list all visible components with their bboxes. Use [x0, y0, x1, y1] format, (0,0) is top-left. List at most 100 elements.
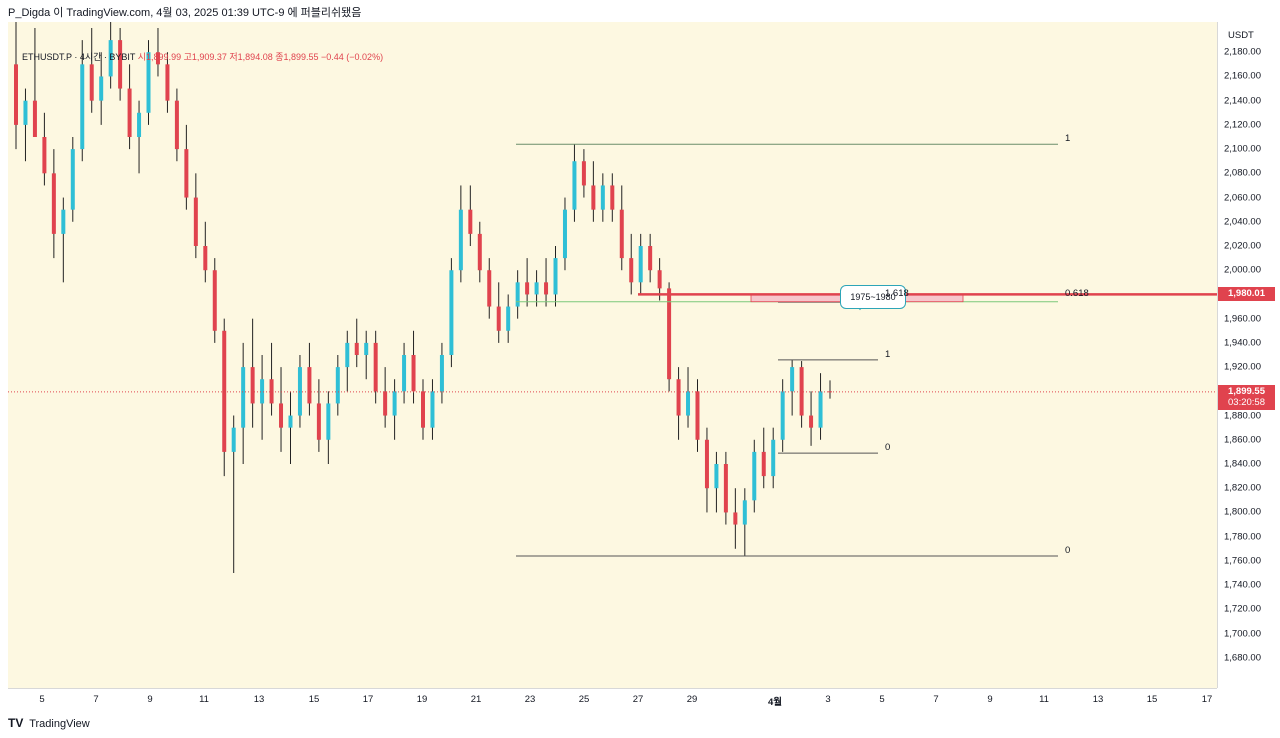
time-tick-label: 9: [987, 694, 993, 705]
candlestick-chart[interactable]: [8, 22, 1217, 688]
chart-area[interactable]: ETHUSDT.P · 4시간 · BYBIT 시1,899.99 고1,909…: [8, 22, 1217, 688]
candle-body: [799, 367, 804, 416]
candle-body: [667, 288, 672, 380]
candle-body: [695, 391, 700, 440]
candle-body: [250, 367, 255, 404]
candle-body: [818, 391, 823, 428]
candle-body: [562, 209, 567, 259]
candle-body: [23, 100, 28, 125]
fib-small-label-1: 1: [885, 348, 891, 360]
candle-body: [137, 112, 142, 137]
candle-body: [600, 185, 605, 210]
candle-body: [108, 40, 113, 77]
time-tick-label: 3: [825, 694, 831, 705]
candle-body: [155, 52, 160, 65]
candle-body: [345, 342, 350, 368]
currency-label: USDT: [1228, 30, 1254, 41]
price-tick-label: 2,140.00: [1224, 95, 1261, 107]
candle-body: [468, 209, 473, 234]
candle-body: [742, 500, 747, 525]
candle-body: [89, 64, 94, 101]
candle-body: [496, 306, 501, 331]
candle-body: [61, 209, 66, 234]
time-tick-label: 19: [416, 694, 428, 705]
fib-large-label-0618: 0.618: [1065, 287, 1089, 299]
price-tick-label: 2,020.00: [1224, 240, 1261, 252]
time-tick-label: 5: [879, 694, 885, 705]
candle-body: [515, 282, 520, 307]
footer-brand: TradingView: [29, 718, 90, 730]
candle-body: [193, 197, 198, 246]
time-tick-label: 11: [199, 694, 209, 705]
candle-body: [657, 270, 662, 289]
candle-body: [477, 233, 482, 271]
time-tick-label: 29: [686, 694, 698, 705]
time-tick-label: 11: [1039, 694, 1049, 705]
candle-body: [458, 209, 463, 271]
candle-body: [676, 379, 681, 416]
candle-body: [638, 246, 643, 283]
price-tick-label: 1,840.00: [1224, 458, 1261, 470]
candle-body: [572, 161, 577, 210]
candle-body: [610, 185, 615, 210]
candle-body: [165, 64, 170, 101]
candle-countdown: 03:20:58: [1228, 396, 1265, 408]
candle-body: [307, 367, 312, 404]
candle-body: [70, 149, 75, 210]
candle-body: [222, 330, 227, 452]
candle-body: [241, 367, 246, 428]
time-tick-label: 4월: [767, 697, 783, 708]
candle-body: [553, 258, 558, 295]
callout-box[interactable]: 1975~1980: [840, 285, 906, 309]
price-axis[interactable]: USDT 2,180.00 2,160.00 2,140.00 2,120.00 2,1…: [1217, 22, 1275, 688]
candle-body: [619, 209, 624, 259]
candle-body: [231, 427, 236, 452]
candle-body: [686, 391, 691, 416]
time-tick-label: 15: [1146, 694, 1158, 705]
price-tick-label: 2,040.00: [1224, 216, 1261, 228]
candle-body: [99, 76, 104, 101]
time-tick-label: 15: [308, 694, 320, 705]
time-tick-label: 17: [1201, 694, 1213, 705]
fib-large-label-1: 1: [1065, 133, 1071, 145]
price-tick-label: 1,780.00: [1224, 531, 1261, 543]
price-tick-label: 1,960.00: [1224, 313, 1261, 325]
candle-body: [288, 415, 293, 428]
candle-body: [780, 391, 785, 440]
price-tick-label: 1,760.00: [1224, 555, 1261, 567]
publish-header: P_Digda 이 TradingView.com, 4월 03, 2025 0…: [0, 0, 1280, 22]
candle-body: [203, 246, 208, 271]
price-tick-label: 2,180.00: [1224, 46, 1261, 58]
candle-body: [506, 306, 511, 331]
candle-body: [184, 149, 189, 198]
candle-body: [809, 415, 814, 428]
price-tick-label: 2,120.00: [1224, 119, 1261, 131]
candle-body: [326, 403, 331, 440]
candle-body: [32, 100, 37, 137]
candle-body: [591, 185, 596, 210]
time-tick-label: 17: [362, 694, 374, 705]
candle-body: [733, 512, 738, 525]
price-tick-label: 1,700.00: [1224, 628, 1261, 640]
price-tick-label: 2,100.00: [1224, 143, 1261, 155]
candle-body: [525, 282, 530, 295]
candle-body: [383, 391, 388, 416]
candle-body: [14, 64, 18, 125]
candle-body: [704, 439, 709, 489]
last-price-tag: 1,899.55 03:20:58: [1218, 384, 1275, 410]
candle-body: [581, 161, 586, 186]
price-tick-label: 2,000.00: [1224, 264, 1261, 276]
time-tick-label: 23: [524, 694, 536, 705]
price-tick-label: 1,820.00: [1224, 482, 1261, 494]
price-tick-label: 1,720.00: [1224, 603, 1261, 615]
time-tick-label: 7: [933, 694, 939, 705]
publish-info: P_Digda 이 TradingView.com, 4월 03, 2025 0…: [8, 7, 362, 19]
candle-body: [392, 391, 397, 416]
price-tick-label: 2,080.00: [1224, 167, 1261, 179]
symbol-legend: ETHUSDT.P · 4시간 · BYBIT 시1,899.99 고1,909…: [22, 50, 383, 63]
candle-body: [752, 451, 757, 501]
price-tick-label: 1,880.00: [1224, 410, 1261, 422]
fib-large-label-0: 0: [1065, 545, 1071, 557]
time-axis[interactable]: 5 7 9 11 13 15 17 19 21 23 25 27 29 4월 3 5 7 9 11 13 15 17: [8, 688, 1217, 711]
candle-body: [174, 100, 179, 150]
